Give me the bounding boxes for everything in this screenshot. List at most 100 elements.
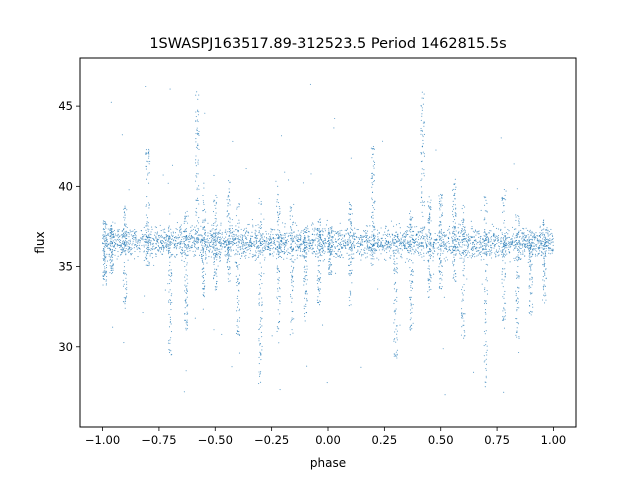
data-point xyxy=(297,237,299,239)
data-point xyxy=(371,254,373,256)
data-point xyxy=(220,224,222,226)
data-point xyxy=(304,268,306,270)
data-point xyxy=(508,230,510,232)
data-point xyxy=(179,241,181,243)
data-point xyxy=(397,251,399,253)
data-point xyxy=(413,242,415,244)
data-point xyxy=(339,254,341,256)
data-point xyxy=(509,246,511,248)
data-point xyxy=(288,252,290,254)
data-point xyxy=(261,303,263,306)
data-point xyxy=(168,313,170,316)
data-point xyxy=(278,277,280,279)
data-point xyxy=(202,249,204,251)
data-point xyxy=(409,230,411,232)
data-point xyxy=(184,246,186,248)
data-point xyxy=(192,250,194,252)
data-point xyxy=(103,220,105,222)
data-point xyxy=(210,245,212,248)
data-point xyxy=(344,244,346,246)
data-point xyxy=(165,240,167,242)
data-point xyxy=(249,243,251,245)
data-point xyxy=(348,265,350,267)
data-point xyxy=(377,233,379,235)
data-point xyxy=(213,253,215,255)
data-point xyxy=(251,235,253,237)
data-point xyxy=(412,281,414,283)
data-point xyxy=(286,239,289,241)
data-point xyxy=(487,240,490,242)
data-point xyxy=(410,250,412,252)
data-point xyxy=(358,252,361,255)
data-point xyxy=(441,234,443,236)
data-point xyxy=(373,180,376,182)
data-point xyxy=(175,248,177,250)
data-point xyxy=(463,212,465,214)
data-point xyxy=(410,270,412,272)
data-point xyxy=(440,200,442,202)
data-point xyxy=(328,266,330,269)
data-point xyxy=(377,244,380,246)
data-point xyxy=(438,236,440,238)
data-point xyxy=(319,255,321,257)
data-point xyxy=(348,201,350,203)
data-point xyxy=(122,272,125,274)
data-point xyxy=(112,271,114,274)
data-point xyxy=(478,233,480,235)
data-point xyxy=(180,252,182,254)
data-point xyxy=(493,233,495,235)
data-point xyxy=(212,211,215,213)
data-point xyxy=(331,232,333,234)
data-point xyxy=(411,280,413,282)
data-point xyxy=(497,251,499,253)
data-point xyxy=(244,255,246,257)
data-point xyxy=(461,300,463,302)
data-point xyxy=(322,231,324,233)
data-point xyxy=(457,232,459,234)
data-point xyxy=(205,257,207,259)
data-point xyxy=(324,242,326,244)
data-point xyxy=(536,238,538,240)
data-point xyxy=(409,326,411,328)
data-point xyxy=(399,227,401,229)
data-point xyxy=(540,243,542,245)
data-point xyxy=(195,175,197,177)
data-point xyxy=(548,249,550,251)
data-point xyxy=(258,230,260,232)
data-point xyxy=(452,240,454,242)
data-point xyxy=(256,247,258,249)
data-point xyxy=(440,230,442,232)
data-point xyxy=(411,269,413,272)
data-point xyxy=(204,251,207,253)
data-point xyxy=(203,292,205,294)
data-point xyxy=(430,280,432,282)
data-point xyxy=(165,238,167,240)
data-point xyxy=(441,204,443,207)
data-point xyxy=(140,230,143,232)
data-point xyxy=(158,242,160,244)
data-point xyxy=(363,249,365,251)
data-point xyxy=(224,231,226,233)
data-point xyxy=(331,245,333,247)
data-point xyxy=(160,248,163,250)
data-point xyxy=(305,303,307,305)
data-point xyxy=(534,244,537,246)
data-point xyxy=(259,323,261,325)
data-point xyxy=(395,224,398,226)
data-point xyxy=(318,302,320,304)
data-point xyxy=(518,250,520,252)
data-point xyxy=(339,232,341,234)
data-point xyxy=(202,252,204,254)
data-point xyxy=(156,243,158,245)
data-point xyxy=(394,311,396,313)
data-point xyxy=(422,136,424,138)
data-point xyxy=(114,244,116,246)
data-point xyxy=(184,218,186,220)
data-point xyxy=(277,269,279,271)
data-point xyxy=(327,233,329,235)
data-point xyxy=(181,233,183,235)
data-point xyxy=(410,218,412,221)
data-point xyxy=(147,237,149,239)
data-point xyxy=(490,237,492,239)
data-point xyxy=(198,238,200,240)
